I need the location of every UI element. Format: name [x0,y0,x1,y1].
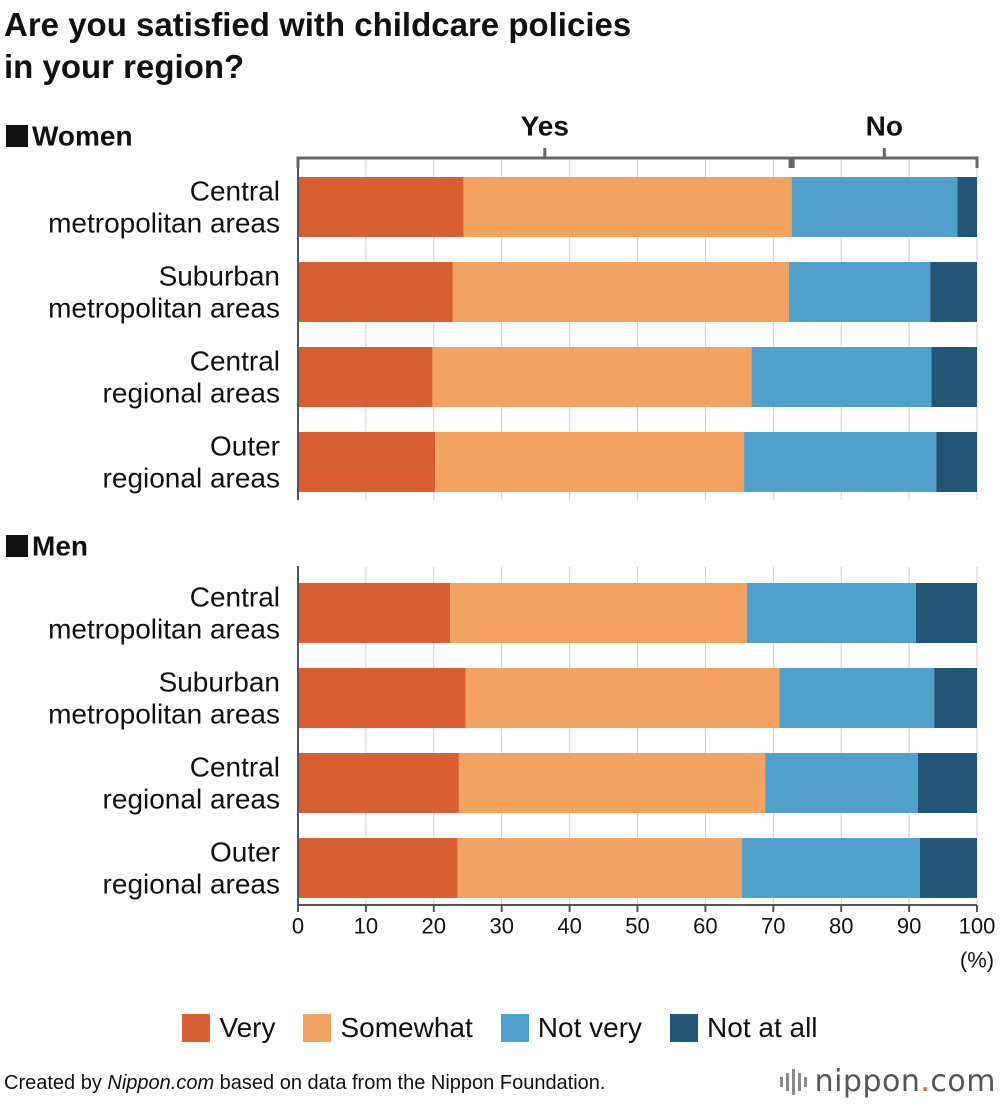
credit-prefix: Created by [4,1072,108,1094]
x-tick-label-60: 60 [693,914,717,939]
logo-dot: . [920,1064,931,1099]
no-label: No [866,111,903,142]
credit-suffix: based on data from the Nippon Foundation… [214,1072,606,1094]
chart-title: Are you satisfied with childcare policie… [4,4,904,88]
x-tick-label-40: 40 [557,914,581,939]
bar-women-3-somewhat [432,347,752,407]
bar-women-1-not-very [791,177,958,237]
bar-men-3-not-at-all [917,753,977,813]
legend-item-not-very: Not very [500,1012,643,1044]
x-tick-label-0: 0 [292,914,304,939]
bar-men-1-not-at-all [915,583,977,643]
legend-swatch-somewhat [303,1014,332,1042]
category-label-women-4-line-2: regional areas [103,463,280,494]
logo-bars-icon [779,1068,807,1095]
category-label-men-3-line-1: Central [190,752,280,783]
legend-swatch-very [182,1014,211,1042]
logo-name: nippon [814,1064,921,1099]
bar-men-2-not-at-all [934,668,977,728]
legend-label-very: Very [219,1012,276,1043]
category-label-men-2-line-1: Suburban [159,667,280,698]
bar-men-2-somewhat [465,668,780,728]
bar-women-4-somewhat [435,432,745,492]
bar-women-3-not-very [751,347,932,407]
legend-item-somewhat: Somewhat [303,1012,473,1044]
nippon-logo: nippon.com [779,1064,996,1099]
bar-men-1-very [298,583,451,643]
category-label-women-1-line-1: Central [190,176,280,207]
category-label-women-2-line-1: Suburban [159,261,280,292]
bar-men-2-very [298,668,466,728]
credit-site: Nippon.com [107,1072,215,1094]
bar-women-4-very [298,432,436,492]
yes-label: Yes [521,111,569,142]
group-marker-women [6,125,28,147]
bar-men-4-somewhat [457,838,743,898]
bar-men-1-not-very [746,583,916,643]
bar-women-1-not-at-all [957,177,977,237]
bar-men-2-not-very [779,668,935,728]
legend: Very Somewhat Not very Not at all [0,1008,1000,1048]
logo-wordmark: nippon.com [815,1064,996,1099]
chart-title-line-2: in your region? [4,48,245,85]
bar-women-4-not-very [744,432,937,492]
legend-label-not-at-all: Not at all [707,1012,818,1043]
bar-men-4-very [298,838,458,898]
x-tick-label-50: 50 [625,914,649,939]
bar-men-3-somewhat [458,753,766,813]
logo-tld: com [930,1064,996,1099]
group-label-men: Men [32,531,88,562]
category-label-women-3-line-2: regional areas [103,378,280,409]
category-label-women-1-line-2: metropolitan areas [48,208,280,239]
category-label-men-4-line-2: regional areas [103,869,280,900]
bar-women-3-not-at-all [931,347,977,407]
bar-women-2-very [298,262,453,322]
legend-swatch-not-at-all [670,1014,699,1042]
bar-women-2-somewhat [452,262,789,322]
bar-men-3-very [298,753,459,813]
x-tick-label-20: 20 [422,914,446,939]
legend-item-not-at-all: Not at all [670,1012,818,1044]
bar-women-1-very [298,177,464,237]
category-label-men-1-line-1: Central [190,582,280,613]
chart-title-line-1: Are you satisfied with childcare policie… [4,6,632,43]
group-marker-men [6,535,28,557]
legend-label-somewhat: Somewhat [340,1012,473,1043]
bar-men-4-not-very [742,838,920,898]
category-label-men-4-line-1: Outer [210,837,280,868]
bar-women-2-not-very [788,262,931,322]
category-label-men-3-line-2: regional areas [103,784,280,815]
bar-women-2-not-at-all [930,262,977,322]
bar-men-4-not-at-all [919,838,977,898]
category-label-women-2-line-2: metropolitan areas [48,293,280,324]
category-label-men-1-line-2: metropolitan areas [48,614,280,645]
x-tick-label-70: 70 [761,914,785,939]
x-tick-label-80: 80 [829,914,853,939]
source-credit: Created by Nippon.com based on data from… [4,1072,606,1095]
bar-women-1-somewhat [463,177,792,237]
legend-swatch-not-very [500,1014,529,1042]
bar-men-3-not-very [765,753,918,813]
legend-item-very: Very [182,1012,275,1044]
group-label-women: Women [32,121,133,152]
bar-women-4-not-at-all [936,432,977,492]
bar-men-1-somewhat [450,583,747,643]
x-tick-label-90: 90 [897,914,921,939]
yes-no-bracket [296,156,979,168]
category-label-men-2-line-2: metropolitan areas [48,699,280,730]
x-unit-label: (%) [960,948,994,973]
x-tick-label-30: 30 [489,914,513,939]
category-label-women-4-line-1: Outer [210,431,280,462]
bar-women-3-very [298,347,433,407]
x-tick-label-100: 100 [959,914,996,939]
category-label-women-3-line-1: Central [190,346,280,377]
legend-label-not-very: Not very [537,1012,643,1043]
x-tick-label-10: 10 [354,914,378,939]
